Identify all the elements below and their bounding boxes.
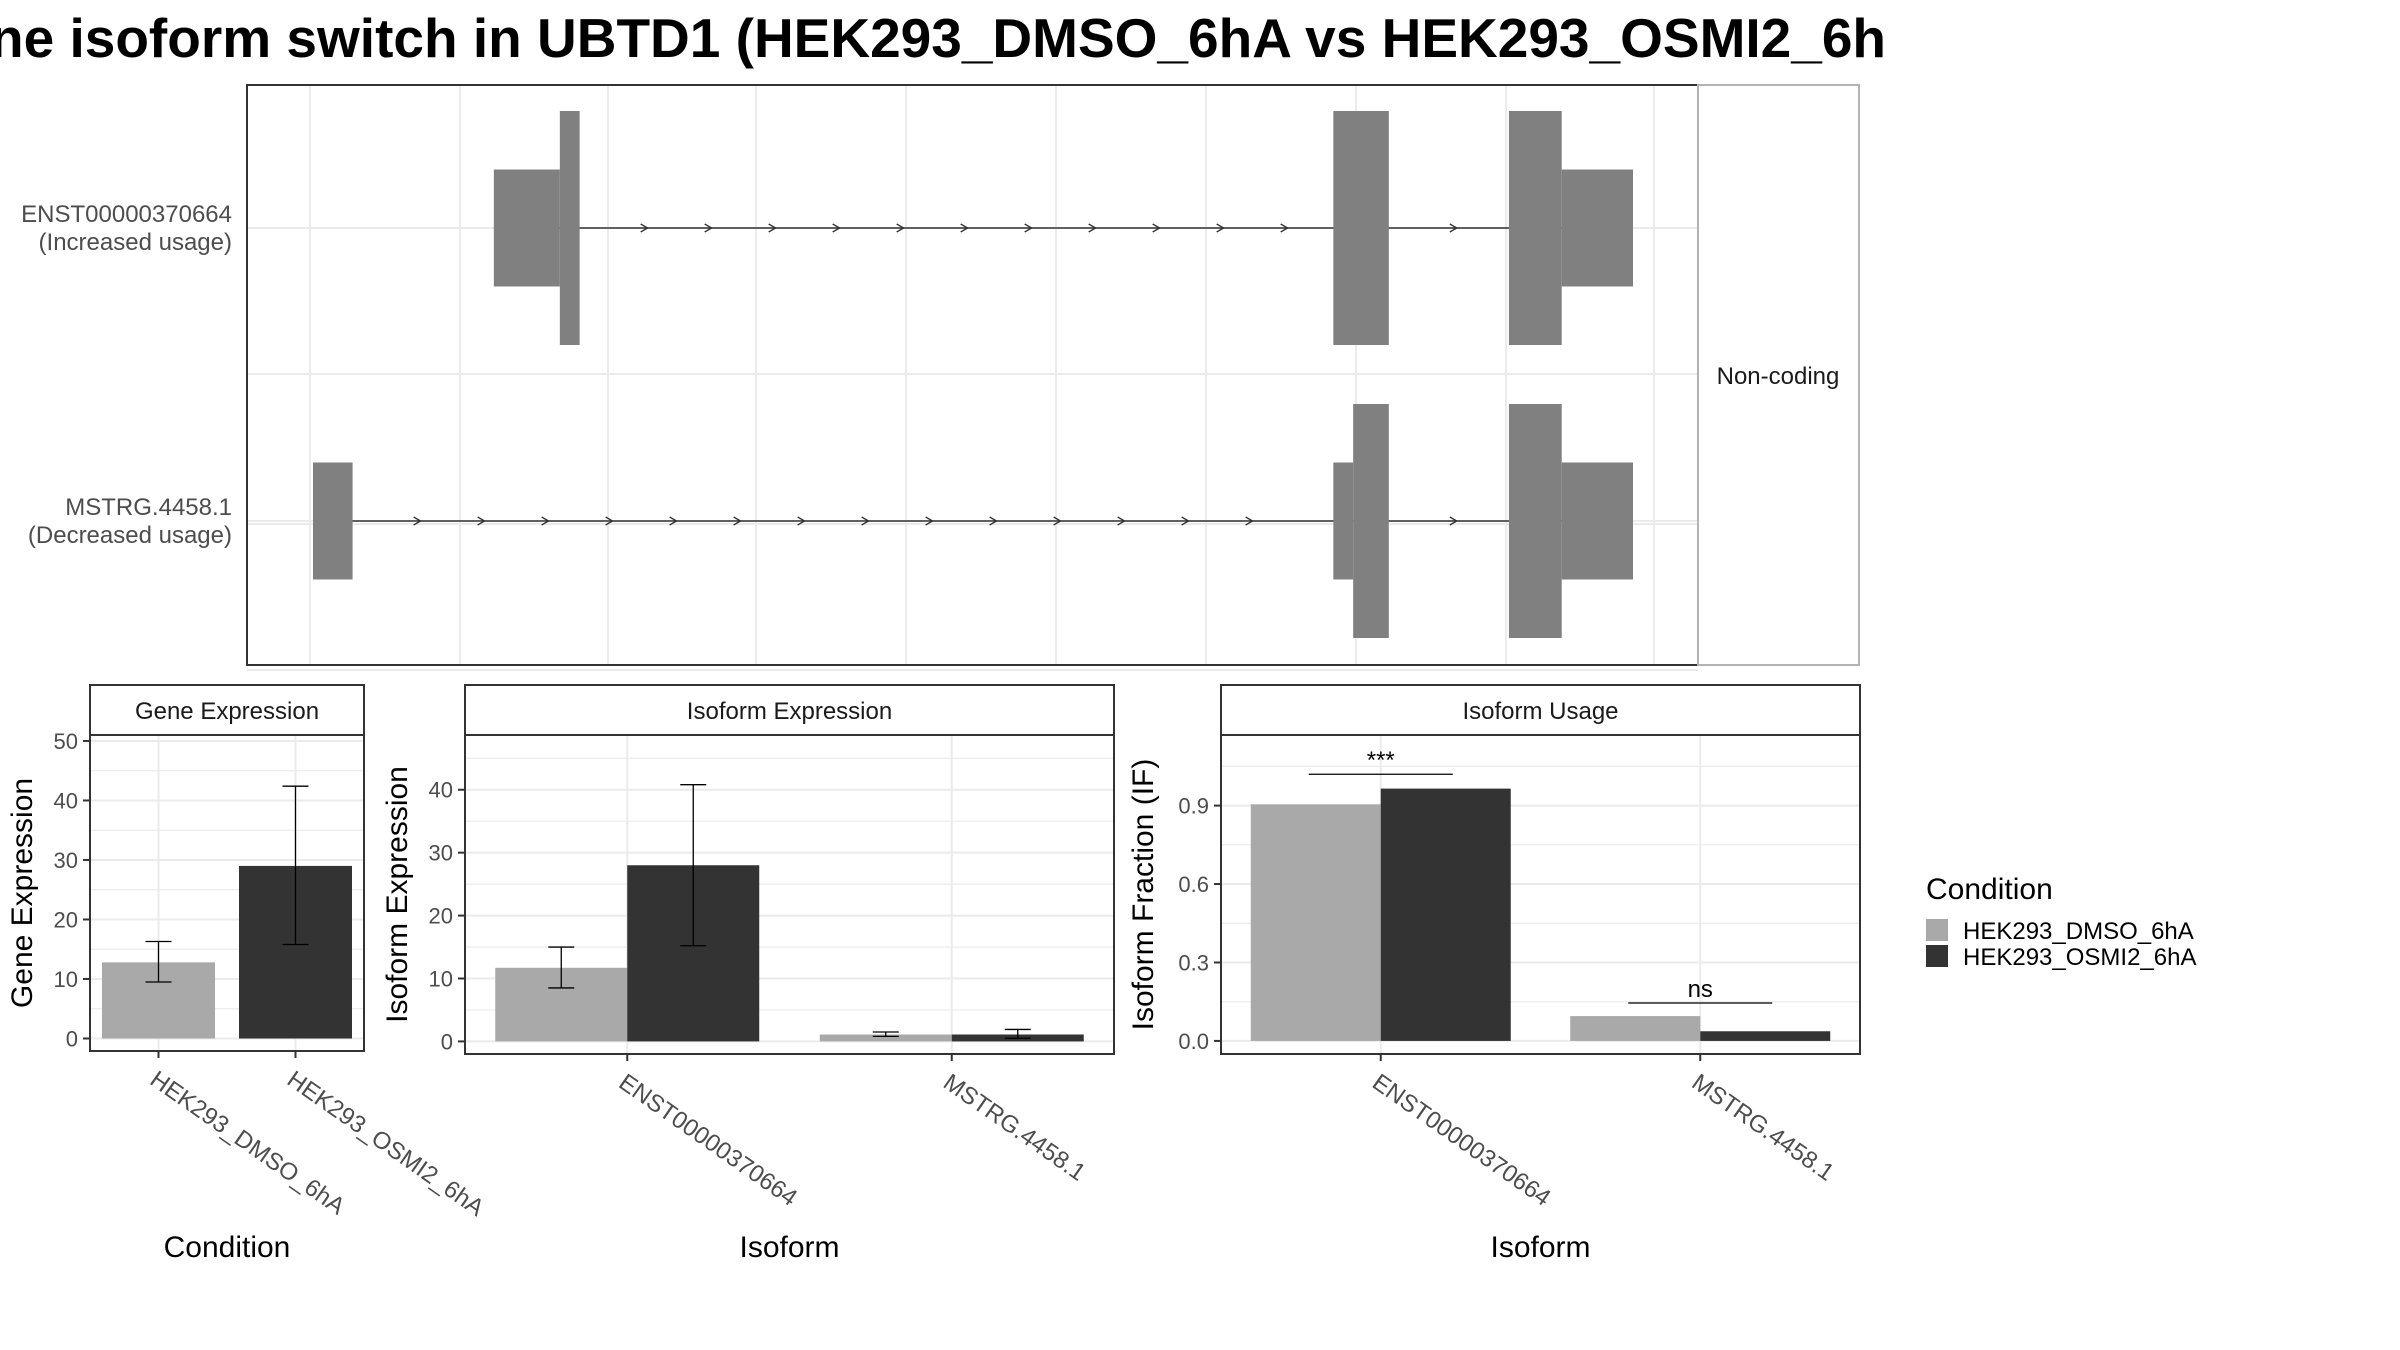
strand-arrow xyxy=(1088,223,1097,233)
track-label-name: ENST00000370664 xyxy=(21,201,232,228)
strip-label: Gene Expression xyxy=(135,698,319,725)
y-tick-label: 20 xyxy=(54,907,78,932)
legend-label: HEK293_OSMI2_6hA xyxy=(1963,944,2196,971)
strand-arrow xyxy=(861,516,870,526)
strand-arrow xyxy=(605,516,614,526)
exon xyxy=(313,462,353,580)
y-tick-label: 30 xyxy=(429,841,453,866)
strand-arrow xyxy=(1181,516,1190,526)
exon xyxy=(1353,404,1389,638)
strand-arrow xyxy=(989,516,998,526)
strand-arrow xyxy=(768,223,777,233)
strand-arrow xyxy=(1152,223,1161,233)
strand-arrow xyxy=(413,516,422,526)
y-tick-label: 40 xyxy=(429,778,453,803)
bar xyxy=(1570,1016,1701,1041)
strip-label: Non-coding xyxy=(1717,363,1840,390)
strand-arrow xyxy=(1216,223,1225,233)
legend-key xyxy=(1926,945,1948,967)
strip-label: Isoform Usage xyxy=(1462,698,1618,725)
gene-expression-panel: Gene Expression01020304050HEK293_DMSO_6h… xyxy=(6,684,489,1264)
significance-label: ns xyxy=(1688,976,1713,1003)
x-axis-title: Condition xyxy=(164,1231,291,1264)
y-tick-label: 0 xyxy=(66,1027,78,1052)
strand-arrow xyxy=(896,223,905,233)
isoform-expression-panel: Isoform Expression 0 10 20 30 40 ENST000003706… xyxy=(381,684,1115,1264)
strand-arrow xyxy=(1053,516,1062,526)
track-label-usage: (Decreased usage) xyxy=(28,522,232,549)
facet-strip xyxy=(89,684,365,736)
legend-title: Condition xyxy=(1926,873,2053,906)
significance-label: *** xyxy=(1367,747,1395,774)
y-tick-label: 20 xyxy=(429,904,453,929)
y-axis-title: Isoform Fraction (IF) xyxy=(1127,759,1160,1031)
plot-frame xyxy=(464,734,1115,1055)
x-tick-label: MSTRG.4458.1 xyxy=(1687,1069,1839,1187)
legend-key xyxy=(1926,919,1948,941)
y-tick-label: 0.3 xyxy=(1178,950,1209,975)
exon xyxy=(1561,169,1633,287)
strand-arrow xyxy=(960,223,969,233)
transcript-structure-panel: ENST00000370664(Increased usage) MSTRG.44… xyxy=(21,84,1860,671)
strand-arrow xyxy=(1449,223,1459,233)
exon xyxy=(1333,111,1389,345)
strand-arrow xyxy=(477,516,486,526)
plot-frame xyxy=(89,734,365,1052)
facet-strip xyxy=(1697,84,1860,666)
y-tick-label: 30 xyxy=(54,848,78,873)
strand-arrow xyxy=(1024,223,1033,233)
y-tick-label: 10 xyxy=(54,967,78,992)
y-tick-label: 40 xyxy=(54,788,78,813)
y-tick-label: 10 xyxy=(429,966,453,991)
x-tick-label: ENST00000370664 xyxy=(1367,1069,1555,1212)
strand-arrow xyxy=(832,223,841,233)
strand-arrow xyxy=(1280,223,1289,233)
legend-label: HEK293_DMSO_6hA xyxy=(1963,918,2194,945)
x-tick-label: MSTRG.4458.1 xyxy=(938,1069,1090,1187)
bar xyxy=(1250,804,1381,1041)
plot-frame xyxy=(1220,734,1861,1055)
strand-arrow xyxy=(541,516,550,526)
y-axis-title: Gene Expression xyxy=(6,778,39,1008)
y-tick-label: 0.0 xyxy=(1178,1029,1209,1054)
strand-arrow xyxy=(733,516,742,526)
track-label-name: MSTRG.4458.1 xyxy=(65,494,232,521)
strand-arrow xyxy=(797,516,806,526)
x-axis-title: Isoform xyxy=(1490,1231,1590,1264)
x-axis-title: Isoform xyxy=(739,1231,839,1264)
exon xyxy=(559,111,580,345)
strand-arrow xyxy=(704,223,713,233)
strand-arrow xyxy=(925,516,934,526)
strand-arrow xyxy=(640,223,649,233)
strand-arrow xyxy=(1245,516,1254,526)
exon xyxy=(1561,462,1633,580)
figure-title: ne isoform switch in UBTD1 (HEK293_DMSO_… xyxy=(0,7,1886,69)
y-tick-label: 0 xyxy=(441,1029,453,1054)
exon xyxy=(1333,462,1354,580)
x-tick-label: ENST00000370664 xyxy=(614,1069,802,1212)
strip-label: Isoform Expression xyxy=(687,698,892,725)
isoform-usage-panel: Isoform Usage *** ns 0.0 0.3 0.6 0.9 ENST000003… xyxy=(1127,684,1861,1264)
y-tick-label: 0.9 xyxy=(1178,794,1209,819)
track-label-usage: (Increased usage) xyxy=(39,229,232,256)
y-tick-label: 50 xyxy=(54,729,78,754)
exon xyxy=(1508,404,1562,638)
bar xyxy=(1380,788,1511,1041)
strand-arrow xyxy=(669,516,678,526)
bar xyxy=(1700,1031,1831,1041)
facet-strip xyxy=(1220,684,1861,736)
strand-arrow xyxy=(1117,516,1126,526)
bar xyxy=(819,1034,952,1042)
y-tick-label: 0.6 xyxy=(1178,872,1209,897)
y-axis-title: Isoform Expression xyxy=(381,766,414,1023)
strand-arrow xyxy=(1449,516,1459,526)
exon xyxy=(1508,111,1562,345)
exon xyxy=(493,169,560,287)
